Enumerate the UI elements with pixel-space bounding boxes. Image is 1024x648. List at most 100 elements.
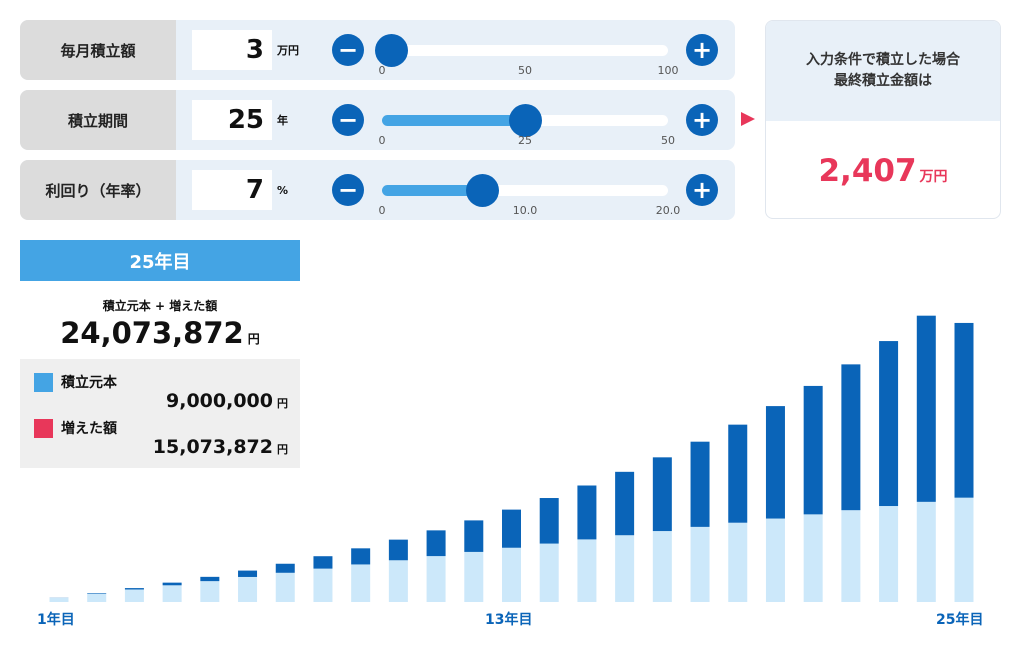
result-value: 2,407 万円 xyxy=(766,121,1000,218)
bar-gain xyxy=(388,539,408,561)
bar-principal xyxy=(577,539,597,602)
bar-principal xyxy=(464,551,484,602)
decrease-button[interactable]: − xyxy=(332,174,364,206)
minus-icon: − xyxy=(337,176,359,204)
bar-gain xyxy=(841,364,861,511)
bar-gain xyxy=(690,441,710,527)
bar-principal xyxy=(426,556,446,602)
period-input[interactable]: 25 xyxy=(192,100,272,140)
legend-principal: 積立元本 xyxy=(34,372,117,392)
bar-principal xyxy=(954,497,974,602)
principal-amount: 9,000,000 円 xyxy=(166,390,288,412)
slider-fill xyxy=(382,185,483,196)
x-axis-label: 13年目 xyxy=(485,612,533,628)
total-value: 24,073,872 xyxy=(60,316,244,350)
decrease-button[interactable]: − xyxy=(332,104,364,136)
slider-fill xyxy=(382,115,525,126)
bar-gain xyxy=(200,576,220,582)
tick-label: 50 xyxy=(518,64,532,77)
principal-value: 9,000,000 xyxy=(166,390,273,412)
summary-year: 25年目 xyxy=(20,240,300,281)
bar-gain xyxy=(916,315,936,502)
unit-label: 年 xyxy=(277,114,288,127)
tick-label: 100 xyxy=(657,64,679,77)
result-heading-line: 入力条件で積立した場合 xyxy=(806,52,960,68)
bar-principal xyxy=(351,564,371,602)
bar-principal xyxy=(916,501,936,602)
bar-principal xyxy=(879,506,899,602)
bar-principal xyxy=(162,585,182,602)
increase-button[interactable]: + xyxy=(686,174,718,206)
minus-icon: − xyxy=(337,106,359,134)
bar-gain xyxy=(275,563,295,573)
slider-track[interactable] xyxy=(382,174,668,207)
bar-gain xyxy=(87,593,107,594)
bar-principal xyxy=(652,531,672,602)
principal-label: 積立元本 xyxy=(61,375,117,391)
gain-amount: 15,073,872 円 xyxy=(153,436,288,458)
bar-gain xyxy=(502,509,521,548)
increase-button[interactable]: + xyxy=(686,34,718,66)
slider-thumb[interactable] xyxy=(466,174,500,207)
bar-gain xyxy=(426,530,446,557)
bar-principal xyxy=(765,518,785,602)
bar-principal xyxy=(502,547,521,602)
bar-gain xyxy=(124,588,144,590)
bar-principal xyxy=(539,543,559,602)
slider-row-period: 積立期間 25 年 − 0 25 50 + xyxy=(20,90,735,150)
gain-value: 15,073,872 xyxy=(152,436,273,458)
legend-gain: 増えた額 xyxy=(34,418,117,438)
x-axis-label: 25年目 xyxy=(936,612,984,628)
bar-principal xyxy=(200,581,220,602)
yen-unit: 円 xyxy=(277,397,288,410)
slider-track[interactable] xyxy=(374,34,668,67)
x-axis-label: 1年目 xyxy=(37,612,75,628)
unit-label: % xyxy=(277,183,289,197)
bar-gain xyxy=(238,570,258,577)
bar-gain xyxy=(464,520,484,552)
monthly-amount-input[interactable]: 3 xyxy=(192,30,272,70)
bar-gain xyxy=(615,471,635,536)
bar-gain xyxy=(652,457,672,532)
bar-principal xyxy=(803,514,823,602)
total-value-line: 24,073,872 円 xyxy=(20,316,300,350)
gain-swatch xyxy=(34,418,53,438)
bar-principal xyxy=(690,526,710,602)
slider-thumb[interactable] xyxy=(374,34,408,67)
bar-gain xyxy=(728,424,748,523)
tick-label: 0 xyxy=(378,204,386,217)
final-amount-unit: 万円 xyxy=(919,168,948,185)
plus-icon: + xyxy=(691,106,713,134)
slider-track[interactable] xyxy=(382,104,668,137)
slider-thumb[interactable] xyxy=(509,104,542,137)
bar-principal xyxy=(238,576,258,602)
bar-gain xyxy=(351,548,371,565)
unit-label: 万円 xyxy=(277,44,299,57)
bar-gain xyxy=(879,341,899,507)
bar-principal xyxy=(615,535,635,602)
yen-unit: 円 xyxy=(277,443,288,456)
rate-input[interactable]: 7 xyxy=(192,170,272,210)
decrease-button[interactable]: − xyxy=(332,34,364,66)
slider-row-rate: 利回り（年率） 7 % − 0 10.0 20.0 + xyxy=(20,160,735,220)
row-label: 利回り（年率） xyxy=(20,160,176,220)
bar-principal xyxy=(841,510,861,602)
bar-principal xyxy=(49,597,69,602)
slider-row-monthly: 毎月積立額 3 万円 − 0 50 100 + xyxy=(20,20,735,80)
tick-label: 10.0 xyxy=(512,204,538,217)
plus-icon: + xyxy=(691,36,713,64)
summary-panel: 25年目 積立元本 + 増えた額 24,073,872 円 積立元本 9,000,… xyxy=(20,240,300,468)
total-label: 積立元本 + 増えた額 xyxy=(102,299,218,313)
final-amount: 2,407 xyxy=(818,152,917,189)
row-label: 積立期間 xyxy=(20,90,176,150)
increase-button[interactable]: + xyxy=(686,104,718,136)
tick-label: 25 xyxy=(518,134,532,147)
minus-icon: − xyxy=(337,36,359,64)
gain-label: 増えた額 xyxy=(61,421,117,437)
bar-principal xyxy=(388,560,408,602)
tick-label: 0 xyxy=(378,64,386,77)
tick-label: 20.0 xyxy=(655,204,681,217)
bar-gain xyxy=(765,406,785,519)
